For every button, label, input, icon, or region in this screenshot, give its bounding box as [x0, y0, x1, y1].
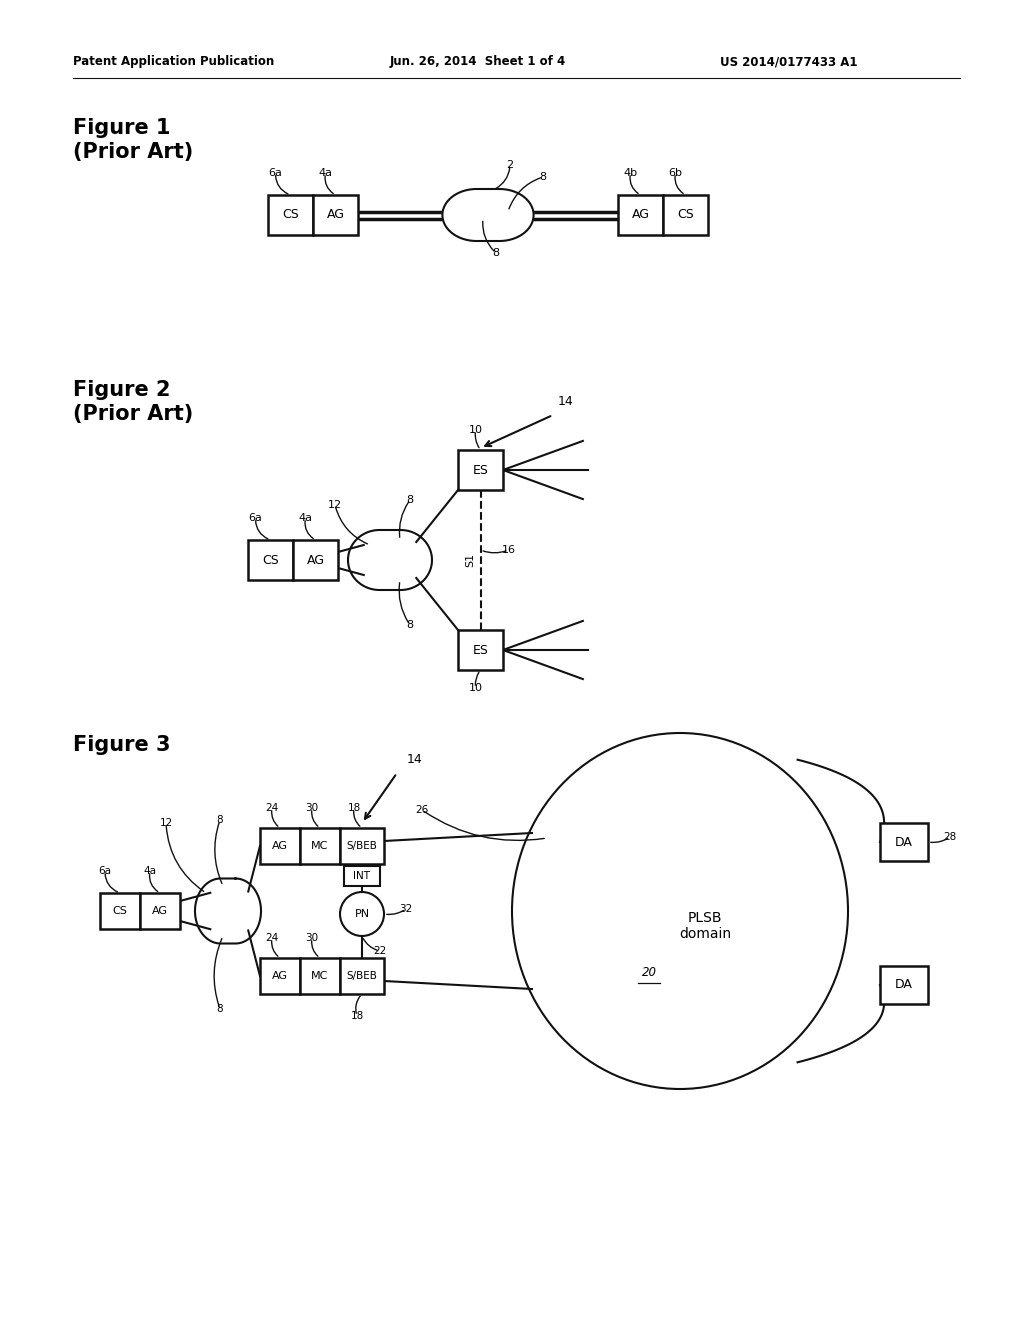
Text: 22: 22 — [374, 946, 387, 956]
Text: 18: 18 — [350, 1011, 364, 1020]
Text: ES: ES — [472, 463, 488, 477]
Text: CS: CS — [262, 553, 279, 566]
Text: 26: 26 — [416, 805, 429, 814]
Text: 32: 32 — [399, 904, 413, 913]
Bar — [248, 540, 293, 579]
Text: DA: DA — [895, 836, 913, 849]
Bar — [100, 894, 140, 929]
Text: Figure 1: Figure 1 — [73, 117, 171, 139]
Text: 14: 14 — [407, 752, 423, 766]
Text: 6a: 6a — [249, 513, 262, 523]
Text: 12: 12 — [160, 818, 173, 828]
Text: AG: AG — [272, 841, 288, 851]
Text: AG: AG — [632, 209, 649, 222]
Text: Jun. 26, 2014  Sheet 1 of 4: Jun. 26, 2014 Sheet 1 of 4 — [390, 55, 566, 69]
Text: DA: DA — [895, 978, 913, 991]
Text: 8: 8 — [217, 1005, 223, 1014]
Text: S1: S1 — [466, 553, 475, 568]
Bar — [618, 195, 663, 235]
Text: AG: AG — [306, 553, 325, 566]
Text: 18: 18 — [347, 803, 360, 813]
Text: 12: 12 — [328, 500, 342, 510]
Ellipse shape — [512, 733, 848, 1089]
Bar — [880, 822, 928, 861]
Text: 4a: 4a — [299, 513, 312, 523]
Bar — [140, 894, 180, 929]
Text: 8: 8 — [407, 495, 414, 506]
Text: S/BEB: S/BEB — [346, 841, 378, 851]
Text: ES: ES — [472, 644, 488, 656]
Text: CS: CS — [113, 906, 127, 916]
Text: MC: MC — [311, 972, 329, 981]
Bar — [458, 630, 503, 671]
Bar — [268, 195, 313, 235]
Bar — [663, 195, 708, 235]
Text: PN: PN — [354, 909, 370, 919]
Bar — [300, 958, 340, 994]
Bar — [880, 966, 928, 1005]
Text: 6a: 6a — [268, 168, 283, 178]
Text: 4a: 4a — [143, 866, 157, 876]
Bar — [260, 958, 300, 994]
Polygon shape — [348, 531, 432, 590]
Bar — [344, 866, 380, 886]
Text: US 2014/0177433 A1: US 2014/0177433 A1 — [720, 55, 857, 69]
Bar — [300, 828, 340, 865]
Bar — [458, 450, 503, 490]
Text: MC: MC — [311, 841, 329, 851]
Text: 10: 10 — [469, 682, 482, 693]
Text: 20: 20 — [642, 966, 657, 979]
Text: 6a: 6a — [98, 866, 112, 876]
Text: 8: 8 — [493, 248, 500, 257]
Text: CS: CS — [677, 209, 694, 222]
Text: Figure 3: Figure 3 — [73, 735, 171, 755]
Text: AG: AG — [272, 972, 288, 981]
Text: AG: AG — [327, 209, 344, 222]
Bar — [260, 828, 300, 865]
Text: 30: 30 — [305, 803, 318, 813]
Text: Figure 2: Figure 2 — [73, 380, 171, 400]
Bar — [313, 195, 358, 235]
Text: 2: 2 — [507, 160, 514, 170]
Text: 24: 24 — [265, 933, 279, 942]
Text: Patent Application Publication: Patent Application Publication — [73, 55, 274, 69]
Text: 14: 14 — [558, 395, 573, 408]
Polygon shape — [442, 189, 534, 242]
Bar — [340, 958, 384, 994]
Bar — [340, 828, 384, 865]
Text: PLSB
domain: PLSB domain — [679, 911, 731, 941]
Text: S/BEB: S/BEB — [346, 972, 378, 981]
Text: (Prior Art): (Prior Art) — [73, 404, 194, 424]
Text: 6b: 6b — [669, 168, 683, 178]
Text: 28: 28 — [943, 832, 956, 842]
Text: 4a: 4a — [318, 168, 333, 178]
Text: 8: 8 — [407, 620, 414, 630]
Text: 8: 8 — [540, 172, 547, 182]
Text: 16: 16 — [502, 545, 515, 554]
Text: CS: CS — [283, 209, 299, 222]
Text: 8: 8 — [217, 814, 223, 825]
Text: 30: 30 — [305, 933, 318, 942]
Polygon shape — [195, 879, 261, 944]
Text: 10: 10 — [469, 425, 482, 436]
Bar — [293, 540, 338, 579]
Text: INT: INT — [353, 871, 371, 880]
Text: 4b: 4b — [624, 168, 638, 178]
Text: 24: 24 — [265, 803, 279, 813]
Text: (Prior Art): (Prior Art) — [73, 143, 194, 162]
Text: AG: AG — [152, 906, 168, 916]
